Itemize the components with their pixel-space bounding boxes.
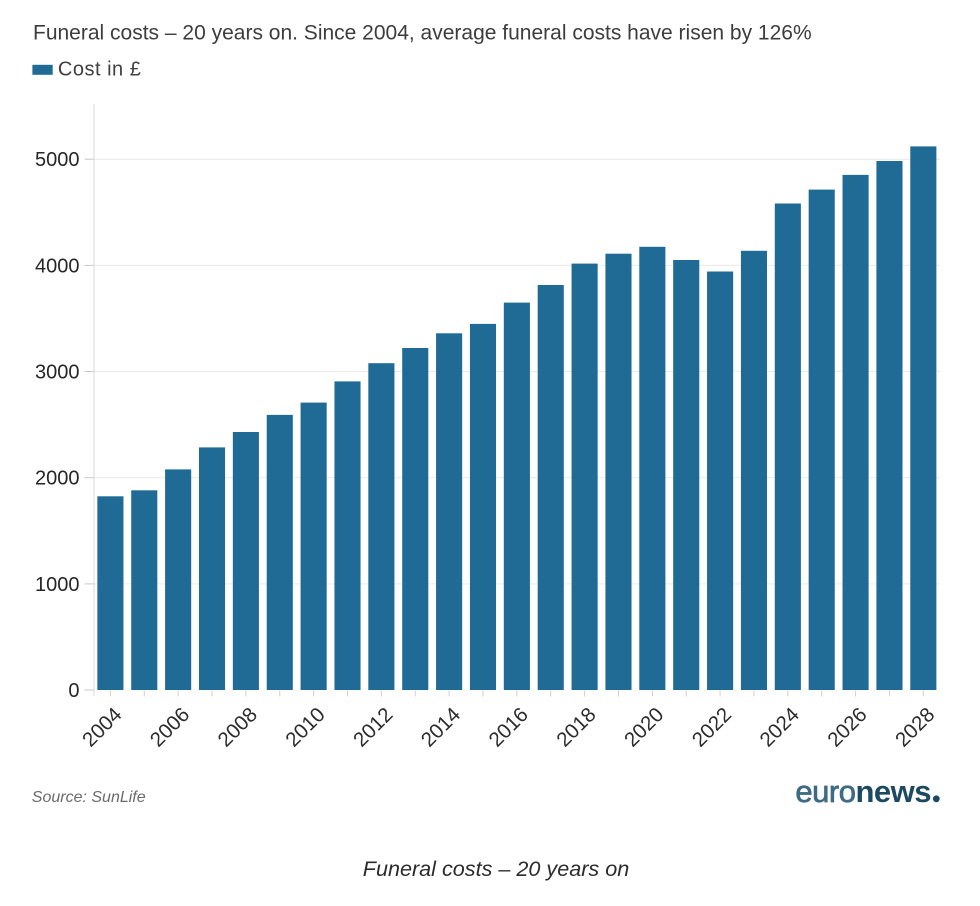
svg-text:Funeral costs – 20 years on: Funeral costs – 20 years on: [363, 856, 629, 881]
svg-text:Cost in £: Cost in £: [58, 59, 141, 81]
svg-text:3000: 3000: [35, 362, 80, 384]
svg-text:Funeral costs – 20 years on. S: Funeral costs – 20 years on. Since 2004,…: [33, 22, 812, 45]
svg-text:0: 0: [68, 680, 79, 702]
svg-text:2000: 2000: [35, 468, 80, 490]
svg-text:euronews: euronews: [795, 774, 931, 809]
svg-text:5000: 5000: [35, 149, 80, 171]
svg-text:Source: SunLife: Source: SunLife: [32, 789, 146, 806]
svg-text:1000: 1000: [35, 574, 80, 596]
svg-text:4000: 4000: [35, 255, 80, 277]
